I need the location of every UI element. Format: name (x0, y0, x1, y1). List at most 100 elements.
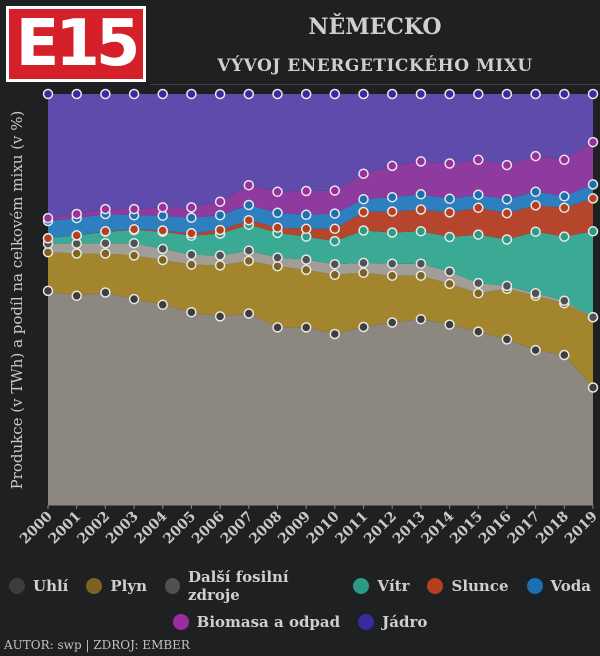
data-point[interactable] (386, 317, 398, 328)
legend-item[interactable]: Vítr (353, 577, 409, 595)
data-point[interactable] (186, 228, 197, 239)
data-point[interactable] (100, 88, 111, 100)
data-point[interactable] (42, 233, 54, 244)
data-point[interactable] (214, 311, 226, 322)
data-point[interactable] (444, 319, 455, 330)
data-point[interactable] (186, 212, 197, 223)
data-point[interactable] (157, 243, 168, 255)
data-point[interactable] (243, 308, 255, 319)
data-point[interactable] (358, 88, 369, 100)
data-point[interactable] (100, 248, 111, 259)
data-point[interactable] (386, 270, 398, 281)
data-point[interactable] (501, 334, 513, 345)
data-point[interactable] (300, 209, 312, 221)
data-point[interactable] (128, 293, 140, 305)
data-point[interactable] (444, 88, 455, 100)
data-point[interactable] (100, 226, 111, 237)
data-point[interactable] (272, 88, 283, 100)
data-point[interactable] (42, 285, 54, 297)
data-point[interactable] (128, 223, 140, 235)
data-point[interactable] (444, 266, 455, 277)
data-point[interactable] (587, 193, 599, 204)
legend-item[interactable]: Slunce (427, 577, 509, 595)
data-point[interactable] (128, 203, 140, 215)
data-point[interactable] (530, 226, 541, 237)
data-point[interactable] (157, 299, 168, 311)
data-point[interactable] (415, 156, 427, 167)
data-point[interactable] (42, 246, 54, 258)
data-point[interactable] (186, 88, 197, 100)
data-point[interactable] (329, 258, 341, 270)
data-point[interactable] (214, 250, 226, 261)
legend-item[interactable]: Voda (526, 577, 591, 595)
data-point[interactable] (444, 207, 455, 218)
data-point[interactable] (415, 258, 427, 269)
data-point[interactable] (358, 225, 369, 236)
data-point[interactable] (186, 259, 197, 270)
data-point[interactable] (587, 382, 599, 393)
data-point[interactable] (214, 196, 226, 207)
data-point[interactable] (300, 264, 312, 276)
data-point[interactable] (42, 212, 54, 224)
data-point[interactable] (272, 222, 283, 233)
data-point[interactable] (587, 311, 599, 323)
data-point[interactable] (386, 206, 398, 217)
data-point[interactable] (530, 288, 541, 299)
legend-item[interactable]: Plyn (86, 577, 147, 595)
data-point[interactable] (42, 88, 54, 100)
data-point[interactable] (243, 255, 255, 267)
data-point[interactable] (559, 295, 570, 306)
data-point[interactable] (358, 193, 369, 205)
data-point[interactable] (415, 270, 427, 281)
data-point[interactable] (415, 313, 427, 325)
data-point[interactable] (501, 280, 513, 292)
data-point[interactable] (358, 321, 369, 333)
data-point[interactable] (329, 328, 341, 340)
data-point[interactable] (71, 230, 82, 241)
data-point[interactable] (329, 235, 341, 247)
data-point[interactable] (71, 208, 82, 220)
data-point[interactable] (530, 186, 541, 198)
data-point[interactable] (530, 150, 541, 162)
data-point[interactable] (243, 199, 255, 211)
legend-item[interactable]: Uhlí (9, 577, 68, 595)
data-point[interactable] (128, 250, 140, 261)
data-point[interactable] (530, 200, 541, 211)
data-point[interactable] (300, 254, 312, 265)
data-point[interactable] (272, 252, 283, 263)
data-point[interactable] (329, 208, 341, 219)
data-point[interactable] (186, 202, 197, 213)
data-point[interactable] (444, 278, 455, 290)
data-point[interactable] (587, 88, 599, 100)
data-point[interactable] (386, 88, 398, 100)
data-point[interactable] (300, 185, 312, 197)
data-point[interactable] (473, 326, 484, 337)
data-point[interactable] (444, 158, 455, 169)
legend-item[interactable]: Biomasa a odpad (172, 613, 340, 631)
data-point[interactable] (501, 159, 513, 171)
data-point[interactable] (415, 226, 427, 237)
data-point[interactable] (214, 88, 226, 100)
data-point[interactable] (415, 189, 427, 200)
data-point[interactable] (157, 88, 168, 100)
data-point[interactable] (587, 136, 599, 148)
data-point[interactable] (214, 224, 226, 236)
data-point[interactable] (386, 258, 398, 269)
data-point[interactable] (128, 237, 140, 249)
data-point[interactable] (386, 191, 398, 203)
data-point[interactable] (329, 223, 341, 235)
data-point[interactable] (243, 88, 255, 100)
data-point[interactable] (501, 193, 513, 205)
data-point[interactable] (559, 191, 570, 202)
data-point[interactable] (530, 88, 541, 100)
data-point[interactable] (444, 231, 455, 243)
data-point[interactable] (157, 225, 168, 236)
legend-item[interactable]: Další fosilní zdroje (165, 568, 335, 604)
data-point[interactable] (329, 269, 341, 281)
data-point[interactable] (243, 214, 255, 226)
data-point[interactable] (415, 88, 427, 100)
data-point[interactable] (272, 186, 283, 198)
data-point[interactable] (243, 179, 255, 191)
data-point[interactable] (71, 88, 82, 100)
data-point[interactable] (71, 290, 82, 302)
